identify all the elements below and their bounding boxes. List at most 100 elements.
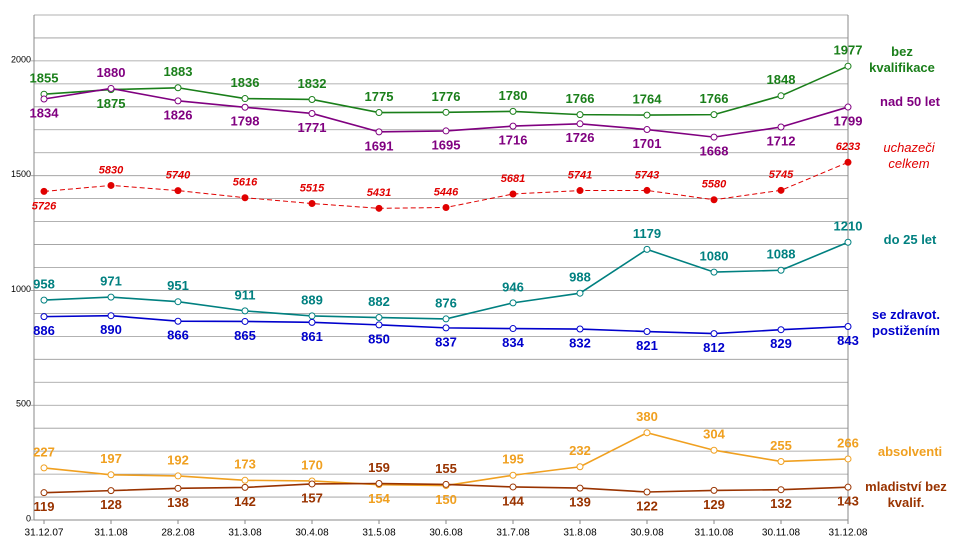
data-label: 958 xyxy=(33,277,55,292)
y-tick-label: 0 xyxy=(26,513,31,523)
data-point xyxy=(576,325,584,333)
x-tick-label: 31.3.08 xyxy=(228,528,262,539)
data-label: 119 xyxy=(34,499,55,514)
data-point xyxy=(710,446,718,454)
data-label: 1775 xyxy=(365,89,394,104)
data-label: 988 xyxy=(569,270,591,285)
data-label: 5745 xyxy=(769,169,794,181)
data-point xyxy=(576,484,584,492)
x-tick-label: 30.11.08 xyxy=(762,528,801,539)
data-point xyxy=(174,187,182,195)
data-point xyxy=(509,325,517,333)
data-label: 1080 xyxy=(700,249,729,264)
data-point xyxy=(308,95,316,103)
data-label: 1832 xyxy=(298,76,327,91)
x-tick-label: 30.4.08 xyxy=(295,528,329,539)
x-tick-label: 31.12.07 xyxy=(25,528,64,539)
data-label: 1875 xyxy=(97,96,126,111)
data-point xyxy=(241,194,249,202)
data-point xyxy=(844,62,852,70)
data-point xyxy=(844,322,852,330)
data-point xyxy=(107,84,115,92)
data-point xyxy=(40,296,48,304)
data-point xyxy=(576,111,584,119)
data-label: 255 xyxy=(770,438,792,453)
data-label: 139 xyxy=(569,495,591,510)
data-label: 143 xyxy=(837,494,859,509)
data-point xyxy=(375,128,383,136)
data-label: 1848 xyxy=(767,72,796,87)
data-label: 1771 xyxy=(298,120,327,135)
data-point xyxy=(777,457,785,465)
legend-entry: mladiství bez kvalif. xyxy=(865,479,947,510)
data-label: 1977 xyxy=(834,43,863,58)
data-label: 1088 xyxy=(767,247,796,262)
data-label: 886 xyxy=(33,323,55,338)
y-tick-label: 2000 xyxy=(11,54,31,64)
data-label: 5830 xyxy=(99,164,124,176)
data-label: 6233 xyxy=(836,141,860,153)
data-point xyxy=(777,123,785,131)
data-point xyxy=(777,92,785,100)
data-label: 380 xyxy=(636,409,658,424)
data-point xyxy=(174,484,182,492)
x-tick-label: 31.8.08 xyxy=(563,528,597,539)
data-point xyxy=(710,111,718,119)
data-label: 861 xyxy=(301,329,323,344)
data-point xyxy=(442,108,450,116)
data-label: 1780 xyxy=(499,88,528,103)
data-point xyxy=(509,483,517,491)
data-point xyxy=(844,158,852,166)
data-point xyxy=(308,109,316,117)
data-label: 1716 xyxy=(499,133,528,148)
data-point xyxy=(643,111,651,119)
data-point xyxy=(509,107,517,115)
data-point xyxy=(509,471,517,479)
data-label: 1712 xyxy=(767,133,796,148)
data-label: 1799 xyxy=(834,113,863,128)
legend-entry: bez kvalifikace xyxy=(869,44,935,75)
data-label: 304 xyxy=(703,427,725,442)
data-label: 170 xyxy=(301,457,323,472)
data-label: 1210 xyxy=(834,219,863,234)
data-point xyxy=(442,127,450,135)
data-label: 1764 xyxy=(633,92,663,107)
data-label: 154 xyxy=(368,491,390,506)
data-label: 138 xyxy=(167,495,189,510)
data-label: 1883 xyxy=(164,64,193,79)
data-point xyxy=(40,313,48,321)
y-tick-label: 1500 xyxy=(11,169,31,179)
data-label: 832 xyxy=(569,335,591,350)
data-point xyxy=(241,95,249,103)
data-point xyxy=(174,97,182,105)
series-line xyxy=(43,431,849,487)
data-label: 1701 xyxy=(633,136,662,151)
data-point xyxy=(241,317,249,325)
data-label: 159 xyxy=(368,460,390,475)
data-point xyxy=(844,238,852,246)
data-label: 1695 xyxy=(432,137,461,152)
data-label: 1798 xyxy=(231,114,260,129)
x-tick-label: 31.12.08 xyxy=(829,528,868,539)
series-line xyxy=(43,161,849,209)
data-point xyxy=(844,483,852,491)
data-point xyxy=(241,476,249,484)
data-point xyxy=(40,187,48,195)
data-label: 5431 xyxy=(367,187,391,199)
data-point xyxy=(509,299,517,307)
data-point xyxy=(107,293,115,301)
data-point xyxy=(308,312,316,320)
data-point xyxy=(576,289,584,297)
data-point xyxy=(308,200,316,208)
data-label: 876 xyxy=(435,295,457,310)
data-point xyxy=(442,203,450,211)
data-label: 1726 xyxy=(566,130,595,145)
data-label: 132 xyxy=(770,496,792,511)
data-label: 1826 xyxy=(164,107,193,122)
data-point xyxy=(710,486,718,494)
data-label: 266 xyxy=(837,435,859,450)
data-point xyxy=(442,315,450,323)
data-label: 971 xyxy=(100,274,122,289)
